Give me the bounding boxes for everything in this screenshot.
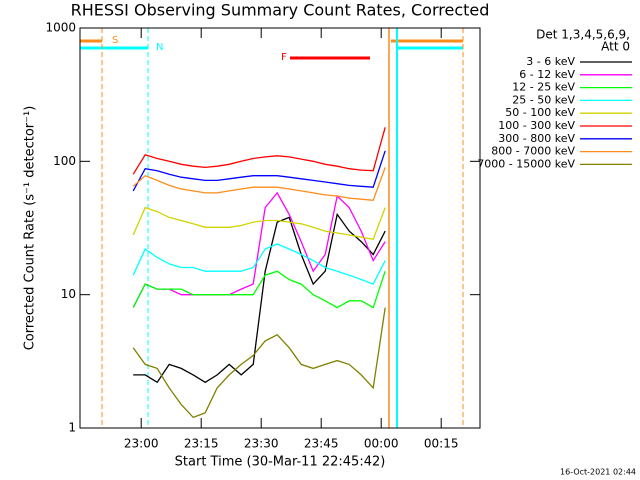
flag-label: N <box>156 42 163 53</box>
flags: S N F <box>80 28 464 428</box>
series-line <box>132 270 386 309</box>
y-tick-label: 100 <box>53 154 76 168</box>
legend-title: Det 1,3,4,5,6,9, <box>536 28 630 42</box>
legend-label: 800 - 7000 keV <box>491 145 575 158</box>
legend-label: 100 - 300 keV <box>498 119 575 132</box>
series-line <box>132 206 386 241</box>
series-line <box>133 212 386 384</box>
series-line <box>132 167 386 201</box>
y-axis-label: Corrected Count Rate (s⁻¹ detector⁻¹) <box>23 106 38 351</box>
series-line <box>132 191 386 308</box>
plot-frame <box>79 27 481 429</box>
legend-label: 50 - 100 keV <box>505 106 575 119</box>
legend-label: 6 - 12 keV <box>519 68 575 81</box>
x-tick-label: 23:30 <box>244 437 279 451</box>
flag-label: F <box>281 52 287 63</box>
legend-label: 7000 - 15000 keV <box>477 157 575 170</box>
series-line <box>132 243 386 285</box>
x-axis-label: Start Time (30-Mar-11 22:45:42) <box>175 455 386 470</box>
series-line <box>132 150 386 192</box>
series-line <box>132 127 386 175</box>
x-tick-label: 00:00 <box>364 437 399 451</box>
legend-label: 300 - 800 keV <box>498 132 575 145</box>
x-tick-label: 00:15 <box>424 437 459 451</box>
legend-label: 25 - 50 keV <box>512 93 575 106</box>
legend-title: Att 0 <box>601 40 630 54</box>
timestamp: 16-Oct-2021 02:44 <box>560 468 636 477</box>
x-tick-label: 23:45 <box>304 437 339 451</box>
y-tick-label: 1000 <box>45 21 76 35</box>
y-tick-label: 1 <box>68 421 76 435</box>
flag-label: S <box>112 35 118 46</box>
legend-label: 12 - 25 keV <box>512 81 575 94</box>
x-tick-label: 23:15 <box>184 437 219 451</box>
series-line <box>132 307 386 419</box>
chart-title: RHESSI Observing Summary Count Rates, Co… <box>71 1 490 20</box>
y-tick-label: 10 <box>61 287 76 301</box>
x-tick-label: 23:00 <box>124 437 159 451</box>
legend-label: 3 - 6 keV <box>526 55 575 68</box>
